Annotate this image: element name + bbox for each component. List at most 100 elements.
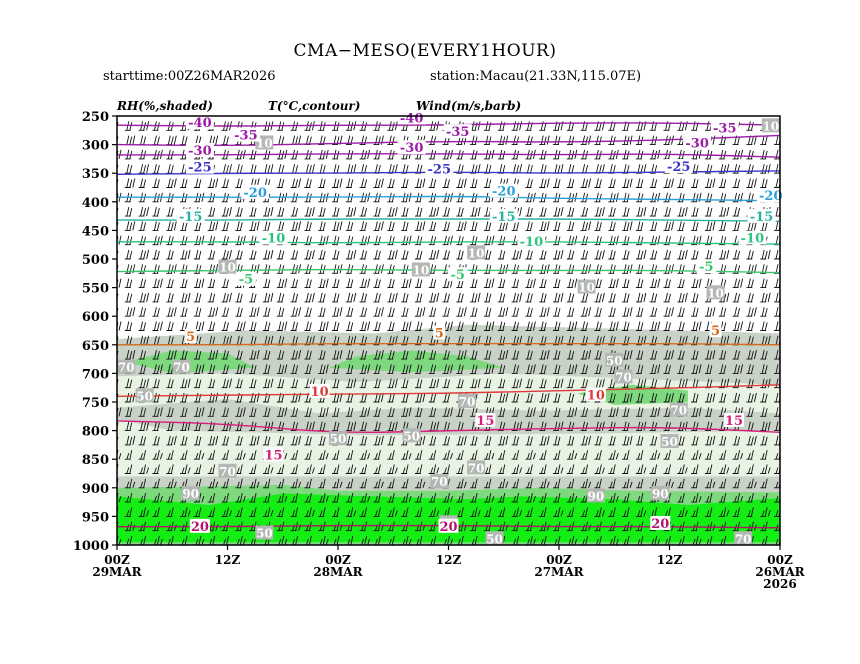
wind-barb (180, 278, 188, 289)
wind-barb (470, 435, 478, 446)
wind-barb (539, 478, 550, 489)
wind-barb (677, 521, 685, 532)
wind-barb (152, 450, 163, 460)
wind-barb (166, 493, 174, 503)
wind-barb (304, 307, 312, 317)
wind-barb (663, 207, 671, 217)
wind-barb (359, 378, 368, 389)
wind-barb (483, 221, 492, 231)
wind-barb (470, 478, 478, 489)
wind-barb (580, 116, 587, 117)
wind-barb (414, 407, 423, 417)
wind-barb (414, 464, 423, 474)
wind-barb (442, 178, 450, 188)
wind-barb (442, 450, 453, 460)
wind-barb (414, 207, 423, 217)
wind-barb (525, 264, 533, 274)
wind-barb (276, 535, 288, 545)
wind-barb (539, 364, 547, 374)
wind-barb (497, 307, 509, 317)
wind-barb (718, 378, 730, 389)
wind-barb (221, 178, 229, 188)
x-tick-label: 12Z (436, 553, 462, 567)
wind-barb (594, 207, 605, 217)
wind-barb (580, 507, 589, 517)
wind-barb (732, 450, 744, 460)
wind-barb (207, 307, 219, 317)
wind-barb (456, 235, 464, 246)
wind-barb (304, 450, 312, 460)
wind-barb (594, 121, 605, 131)
wind-barb (553, 435, 561, 446)
temperature-label-box (447, 267, 468, 282)
wind-barb (290, 307, 302, 317)
wind-barb (553, 535, 561, 545)
wind-barb (304, 378, 315, 389)
wind-barb (166, 421, 174, 432)
wind-barb (470, 178, 478, 188)
wind-barb (152, 307, 160, 317)
temperature-label: -20 (492, 185, 516, 200)
wind-barb (760, 149, 768, 160)
wind-barb (649, 178, 658, 188)
wind-barb (497, 521, 509, 532)
wind-barb (746, 278, 754, 289)
temperature-label: -5 (450, 268, 464, 283)
wind-barb (456, 135, 467, 146)
wind-barb (359, 478, 368, 489)
wind-barb (718, 535, 727, 545)
rh-label-box (586, 488, 605, 503)
wind-barb (760, 378, 771, 389)
wind-barb (401, 378, 409, 389)
wind-barb (760, 507, 771, 517)
wind-barb (207, 364, 216, 374)
wind-barb (608, 235, 619, 246)
wind-barb (635, 378, 647, 389)
wind-barb (539, 435, 550, 446)
wind-barb (566, 264, 575, 274)
wind-barb (553, 292, 564, 303)
wind-barb (622, 521, 633, 532)
wind-barb (124, 350, 136, 360)
wind-barb (318, 178, 326, 188)
wind-barb (525, 350, 533, 360)
wind-barb (152, 235, 163, 246)
wind-barb (732, 392, 741, 403)
wind-barb (359, 249, 368, 260)
wind-barb (290, 221, 302, 231)
wind-barb (318, 450, 329, 460)
wind-barb (566, 407, 578, 417)
wind-barb (732, 478, 741, 489)
wind-barb (138, 464, 150, 474)
wind-barb (580, 264, 592, 274)
wind-barb (456, 450, 464, 460)
wind-barb (511, 292, 523, 303)
wind-barb (387, 507, 398, 517)
wind-barb (124, 278, 133, 289)
wind-barb (635, 249, 647, 260)
temperature-label-box (438, 518, 459, 533)
wind-barb (290, 493, 299, 503)
wind-barb (332, 478, 343, 489)
wind-barb (276, 493, 288, 503)
rh-label: 10 (762, 119, 779, 133)
wind-barb (290, 292, 299, 303)
wind-barb (138, 207, 150, 217)
wind-barb (732, 116, 742, 117)
x-tick-label: 00Z (104, 553, 130, 567)
wind-barb (138, 493, 147, 503)
wind-barb (359, 364, 371, 374)
wind-barb (774, 149, 780, 160)
wind-barb (746, 493, 754, 503)
wind-barb (401, 278, 412, 289)
wind-barb (359, 421, 368, 432)
wind-barb (746, 478, 757, 489)
temperature-label: -15 (492, 210, 516, 225)
wind-barb (580, 221, 592, 231)
wind-barb (691, 278, 702, 289)
wind-barb (760, 135, 768, 146)
wind-barb (387, 378, 398, 389)
wind-barb (677, 478, 685, 489)
wind-barb (152, 535, 163, 545)
x-tick-label: 28MAR (313, 565, 363, 579)
